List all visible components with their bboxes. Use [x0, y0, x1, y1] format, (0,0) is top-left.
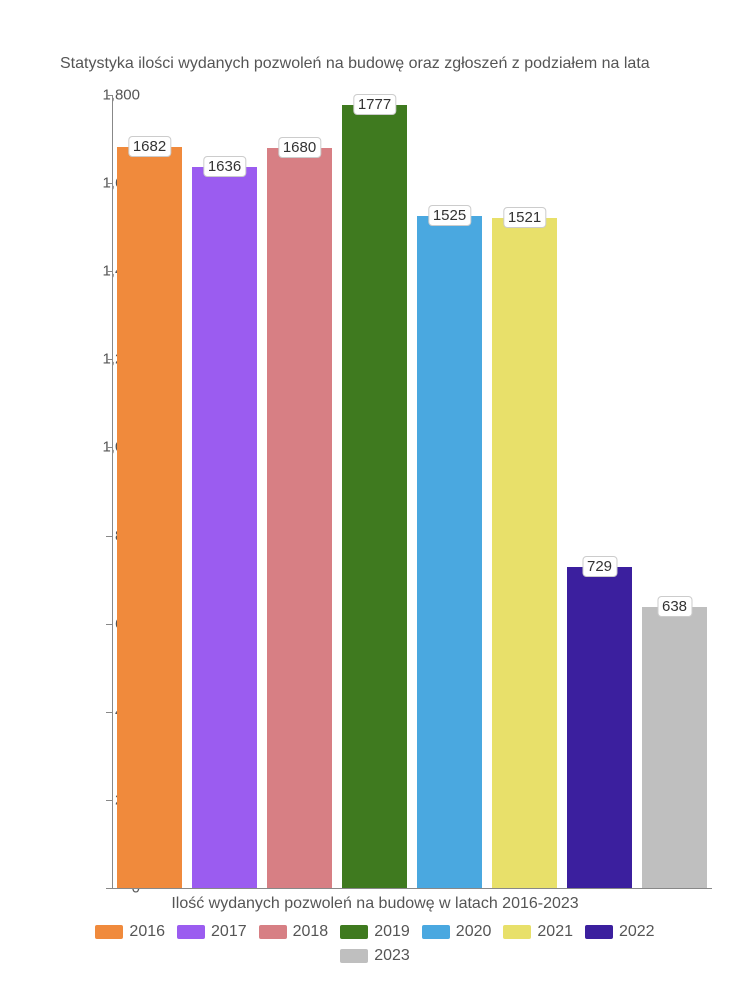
bar-value-label: 1777: [353, 94, 396, 115]
legend-item: 2017: [177, 923, 247, 941]
bar-chart: Statystyka ilości wydanych pozwoleń na b…: [0, 0, 750, 1000]
bar-value-label: 638: [657, 596, 692, 617]
x-axis-label: Ilość wydanych pozwoleń na budowę w lata…: [0, 895, 750, 913]
bar-value-label: 729: [582, 556, 617, 577]
legend-swatch: [340, 925, 368, 939]
legend-swatch: [422, 925, 450, 939]
bar: [117, 147, 182, 888]
legend-item: 2019: [340, 923, 410, 941]
plot-area: 1682 1636 1680 1777 1525 1521 729 638: [112, 95, 712, 888]
legend-label: 2019: [374, 923, 410, 941]
legend-label: 2017: [211, 923, 247, 941]
legend-swatch: [177, 925, 205, 939]
legend-label: 2021: [537, 923, 573, 941]
legend-item: 2016: [95, 923, 165, 941]
bar: [342, 105, 407, 888]
legend-label: 2022: [619, 923, 655, 941]
bar-value-label: 1521: [503, 207, 546, 228]
legend-label: 2020: [456, 923, 492, 941]
legend-item: 2022: [585, 923, 655, 941]
legend-swatch: [95, 925, 123, 939]
bar-value-label: 1636: [203, 156, 246, 177]
bar: [492, 218, 557, 888]
legend-label: 2016: [129, 923, 165, 941]
legend-swatch: [585, 925, 613, 939]
legend-label: 2018: [293, 923, 329, 941]
bar-value-label: 1682: [128, 136, 171, 157]
legend-label: 2023: [374, 947, 410, 965]
legend-item: 2023: [340, 947, 410, 965]
bar-value-label: 1525: [428, 205, 471, 226]
legend-swatch: [259, 925, 287, 939]
bar-value-label: 1680: [278, 137, 321, 158]
bar: [642, 607, 707, 888]
legend-swatch: [340, 949, 368, 963]
legend-swatch: [503, 925, 531, 939]
legend-item: 2021: [503, 923, 573, 941]
bar: [192, 167, 257, 888]
chart-title: Statystyka ilości wydanych pozwoleń na b…: [60, 55, 650, 73]
bar: [267, 148, 332, 888]
x-axis-line: [112, 888, 712, 889]
legend-item: 2018: [259, 923, 329, 941]
bar: [567, 567, 632, 888]
legend-item: 2020: [422, 923, 492, 941]
bar: [417, 216, 482, 888]
legend: 2016 2017 2018 2019 2020 2021 2022 2023: [0, 923, 750, 965]
